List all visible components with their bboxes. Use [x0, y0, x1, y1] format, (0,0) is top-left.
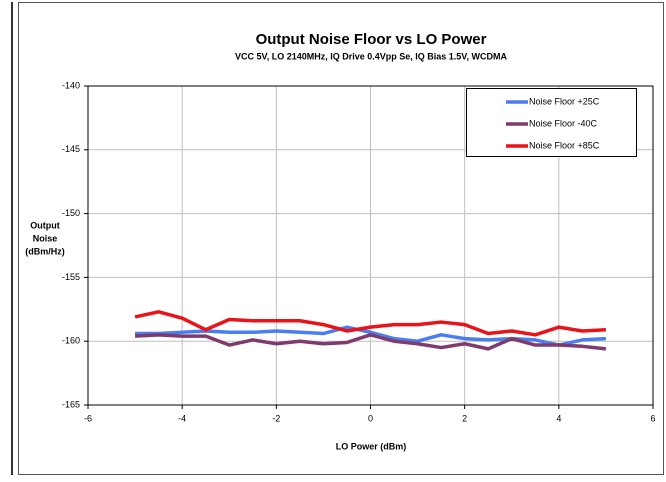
legend-label: Noise Floor +25C	[529, 96, 600, 106]
x-tick-label: -6	[84, 413, 92, 423]
legend-label: Noise Floor +85C	[529, 140, 600, 150]
y-axis-label: Output	[30, 220, 60, 230]
y-tick-label: -165	[62, 399, 80, 409]
legend-box	[466, 88, 637, 157]
y-tick-label: -150	[62, 208, 80, 218]
y-axis-label: Noise	[33, 233, 58, 243]
x-tick-label: -2	[272, 413, 280, 423]
y-tick-label: -155	[62, 272, 80, 282]
legend-label: Noise Floor -40C	[529, 118, 598, 128]
y-tick-label: -160	[62, 336, 80, 346]
chart-title: Output Noise Floor vs LO Power	[256, 31, 487, 48]
x-tick-label: 6	[650, 413, 655, 423]
chart-frame	[18, 2, 664, 475]
y-tick-label: -145	[62, 144, 80, 154]
plot-area	[87, 85, 654, 406]
series-line	[134, 310, 607, 337]
y-tick-label: -140	[62, 80, 80, 90]
x-tick-label: 0	[368, 413, 373, 423]
y-axis-label: (dBm/Hz)	[25, 246, 65, 256]
series-line	[135, 325, 607, 347]
x-tick-label: 2	[462, 413, 467, 423]
chart-subtitle: VCC 5V, LO 2140MHz, IQ Drive 0.4Vpp Se, …	[235, 51, 507, 61]
x-axis-label: LO Power (dBm)	[336, 441, 407, 451]
x-tick-label: 4	[556, 413, 561, 423]
series-line	[134, 333, 607, 351]
x-tick-label: -4	[178, 413, 186, 423]
